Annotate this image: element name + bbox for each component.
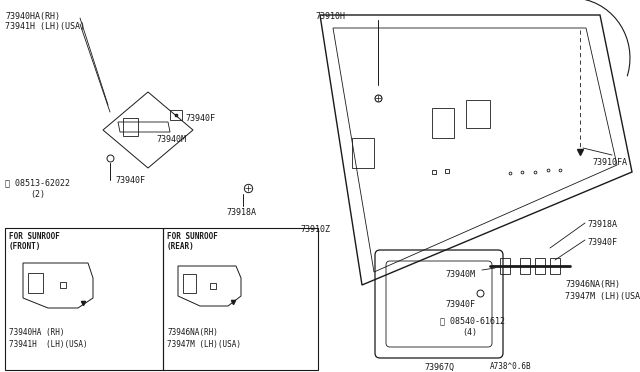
Text: 73940M: 73940M	[156, 135, 186, 144]
Text: Ⓢ 08540-61612: Ⓢ 08540-61612	[440, 316, 505, 325]
Text: 73940HA (RH): 73940HA (RH)	[9, 328, 65, 337]
Text: (REAR): (REAR)	[167, 242, 195, 251]
Text: 73940F: 73940F	[445, 300, 475, 309]
Text: 73940HA(RH): 73940HA(RH)	[5, 12, 60, 21]
Text: 73940F: 73940F	[185, 114, 215, 123]
Text: FOR SUNROOF: FOR SUNROOF	[167, 232, 218, 241]
Text: 73918A: 73918A	[226, 208, 256, 217]
Text: 73940M: 73940M	[445, 270, 475, 279]
Text: 73941H (LH)(USA): 73941H (LH)(USA)	[5, 22, 85, 31]
Text: 73946NA(RH): 73946NA(RH)	[565, 280, 620, 289]
Text: 73941H  (LH)(USA): 73941H (LH)(USA)	[9, 340, 88, 349]
Text: FOR SUNROOF: FOR SUNROOF	[9, 232, 60, 241]
Text: (2): (2)	[30, 190, 45, 199]
Text: 73947M (LH)(USA): 73947M (LH)(USA)	[565, 292, 640, 301]
Text: Ⓢ 08513-62022: Ⓢ 08513-62022	[5, 178, 70, 187]
Text: 73918A: 73918A	[587, 220, 617, 229]
Text: 73940F: 73940F	[115, 176, 145, 185]
Bar	[5, 228, 163, 370]
Text: 73910FA: 73910FA	[592, 158, 627, 167]
Bar	[163, 228, 318, 370]
Text: 73947M (LH)(USA): 73947M (LH)(USA)	[167, 340, 241, 349]
Text: 73946NA(RH): 73946NA(RH)	[167, 328, 218, 337]
Text: (4): (4)	[462, 328, 477, 337]
Text: 73940F: 73940F	[587, 238, 617, 247]
Text: (FRONT): (FRONT)	[9, 242, 42, 251]
Text: A738^0.6B: A738^0.6B	[490, 362, 532, 371]
Text: 73910Z: 73910Z	[300, 225, 330, 234]
Text: 73967Q: 73967Q	[424, 363, 454, 372]
Text: 73910H: 73910H	[315, 12, 345, 21]
